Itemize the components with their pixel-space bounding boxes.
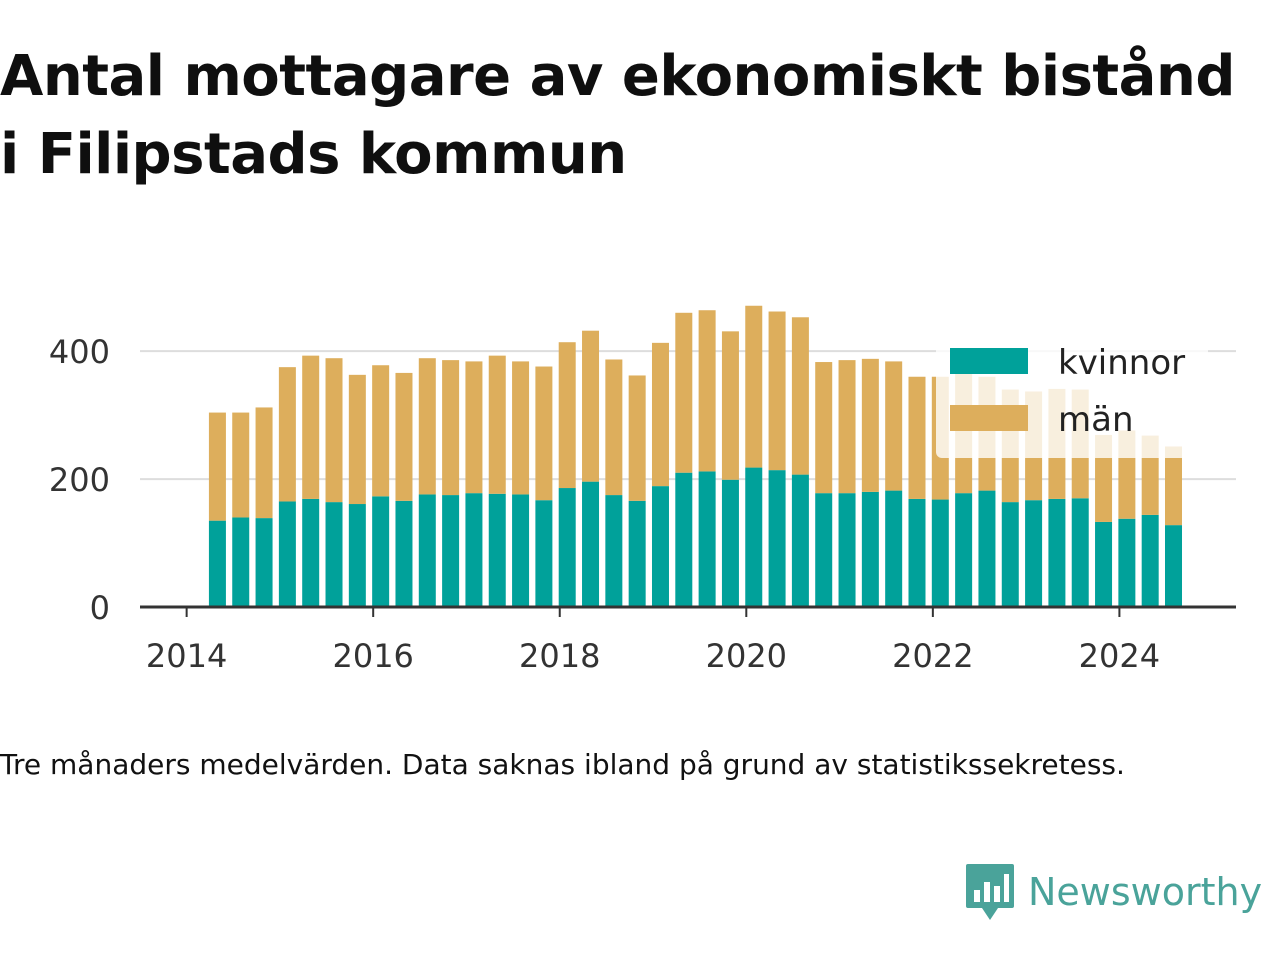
y-axis-ticks: 0 200 400	[49, 333, 110, 627]
bar-man	[605, 359, 623, 496]
bar-kvinnor	[628, 500, 646, 607]
bar-kvinnor	[885, 490, 903, 607]
bar-kvinnor	[698, 471, 716, 607]
bar-man	[698, 310, 716, 472]
bar-kvinnor	[488, 493, 506, 607]
bar-man	[838, 360, 856, 494]
x-tick-label: 2014	[146, 637, 227, 675]
bar-kvinnor	[931, 499, 949, 607]
bar-kvinnor	[978, 490, 996, 607]
bar-kvinnor	[768, 470, 786, 607]
bar-man	[372, 365, 390, 497]
bar-kvinnor	[651, 486, 669, 607]
bar-kvinnor	[1165, 525, 1183, 607]
bar-kvinnor	[325, 502, 343, 607]
bar-kvinnor	[815, 493, 833, 607]
bar-man	[418, 358, 436, 495]
legend-swatch-kvinnor	[950, 348, 1028, 374]
bar-kvinnor	[1095, 521, 1113, 607]
bar-kvinnor	[465, 493, 483, 607]
bar-man	[885, 361, 903, 491]
bar-kvinnor	[861, 491, 879, 607]
bar-kvinnor	[232, 517, 250, 607]
bar-man	[232, 412, 250, 518]
x-axis-ticks: 2014 2016 2018 2020 2022 2024	[146, 607, 1160, 675]
footnote: Tre månaders medelvärden. Data saknas ib…	[0, 748, 1125, 781]
bar-kvinnor	[838, 493, 856, 607]
bar-kvinnor	[255, 518, 273, 607]
bar-kvinnor	[1118, 518, 1136, 607]
x-tick-label: 2016	[332, 637, 413, 675]
y-tick-label: 400	[49, 333, 110, 371]
x-tick-label: 2024	[1079, 637, 1160, 675]
y-tick-label: 200	[49, 461, 110, 499]
bar-man	[535, 366, 553, 501]
bar-kvinnor	[372, 496, 390, 607]
bar-man	[815, 362, 833, 494]
bar-man	[558, 342, 576, 489]
bar-man	[278, 367, 296, 502]
x-tick-label: 2022	[892, 637, 973, 675]
bar-man	[442, 360, 460, 496]
bar-kvinnor	[1071, 498, 1089, 607]
bar-kvinnor	[348, 504, 366, 607]
bar-man	[675, 312, 693, 473]
bar-kvinnor	[418, 494, 436, 607]
bar-man	[1165, 446, 1183, 526]
legend: kvinnor män	[936, 340, 1208, 458]
newsworthy-logo-icon	[966, 864, 1014, 920]
bar-kvinnor	[605, 495, 623, 607]
bar-man	[582, 330, 600, 482]
chart-title: Antal mottagare av ekonomiskt bistånd i …	[0, 44, 1235, 187]
bar-kvinnor	[1141, 514, 1159, 607]
bar-kvinnor	[908, 498, 926, 607]
bar-kvinnor	[442, 495, 460, 607]
bar-man	[651, 342, 669, 487]
bar-kvinnor	[395, 500, 413, 607]
legend-label-man: män	[1058, 400, 1134, 440]
bar-man	[465, 361, 483, 494]
bar-kvinnor	[1025, 500, 1043, 607]
bar-kvinnor	[675, 472, 693, 607]
bar-man	[302, 355, 320, 499]
bar-kvinnor	[791, 474, 809, 607]
bar-man	[908, 376, 926, 499]
bar-kvinnor	[955, 493, 973, 607]
bar-man	[488, 355, 506, 494]
bar-man	[208, 412, 226, 521]
bar-kvinnor	[721, 479, 739, 607]
legend-swatch-man	[950, 405, 1028, 431]
bar-man	[628, 375, 646, 501]
bar-kvinnor	[208, 520, 226, 607]
x-tick-label: 2018	[519, 637, 600, 675]
bar-kvinnor	[582, 481, 600, 607]
bar-kvinnor	[512, 494, 530, 607]
bar-man	[255, 407, 273, 519]
bar-kvinnor	[278, 501, 296, 607]
legend-label-kvinnor: kvinnor	[1058, 343, 1185, 383]
bar-man	[512, 361, 530, 495]
x-tick-label: 2020	[706, 637, 787, 675]
bar-man	[325, 358, 343, 503]
bar-kvinnor	[558, 488, 576, 607]
bar-man	[348, 374, 366, 505]
brand-name: Newsworthy	[1028, 870, 1263, 914]
bar-kvinnor	[1048, 498, 1066, 607]
bar-man	[745, 305, 763, 468]
bar-man	[721, 331, 739, 480]
stacked-bar-chart: 0 200 400 2014 2016 2018 2020 2022 2024 kvinnor…	[49, 305, 1236, 675]
brand-logo: Newsworthy	[964, 862, 1262, 922]
bar-kvinnor	[302, 498, 320, 607]
bar-kvinnor	[745, 467, 763, 607]
bar-kvinnor	[535, 500, 553, 607]
y-tick-label: 0	[90, 589, 110, 627]
bar-man	[768, 311, 786, 471]
bar-kvinnor	[1001, 502, 1019, 607]
bar-man	[395, 372, 413, 501]
bar-man	[861, 358, 879, 492]
bar-man	[791, 317, 809, 475]
